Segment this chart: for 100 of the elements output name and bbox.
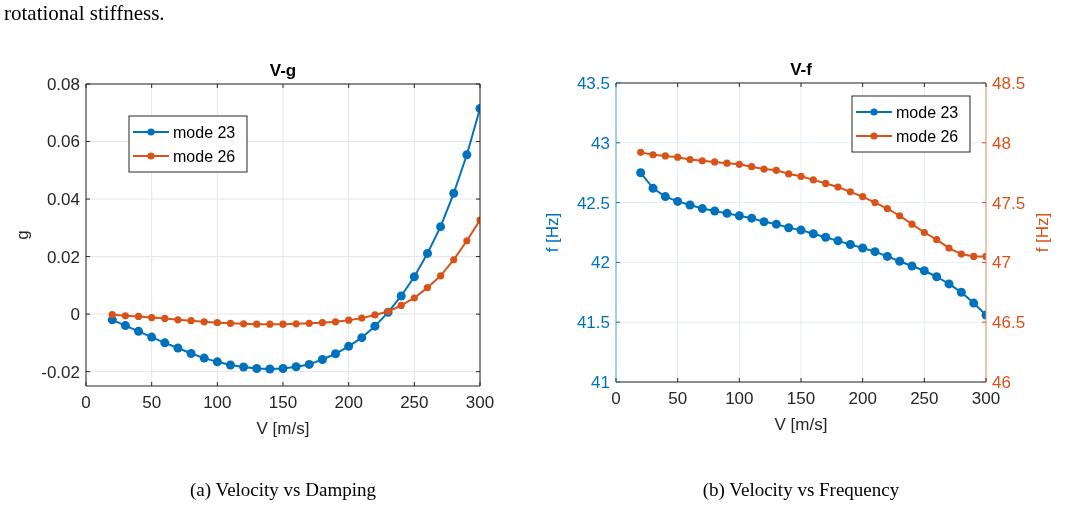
y-tick-label: 0.04 [46, 190, 80, 209]
legend-label: mode 23 [173, 123, 236, 141]
point [409, 272, 419, 282]
point [187, 317, 195, 325]
point [212, 357, 222, 367]
point [748, 163, 756, 171]
point [907, 261, 917, 271]
point [318, 319, 326, 327]
x-tick-label: 250 [400, 393, 429, 412]
y-tick-label: 42.5 [576, 193, 610, 213]
point [449, 188, 459, 198]
x-axis-title: V [m/s] [774, 415, 828, 434]
point [331, 318, 340, 326]
point [933, 236, 941, 244]
point [317, 355, 327, 365]
point [331, 349, 341, 359]
point [970, 252, 978, 261]
point [932, 272, 942, 282]
point [148, 313, 156, 322]
point [870, 247, 880, 257]
point [649, 151, 657, 159]
point [463, 237, 471, 245]
point [822, 179, 830, 188]
y-tick-label: 41 [591, 372, 610, 392]
point [956, 287, 966, 297]
point [422, 248, 432, 258]
point [821, 232, 831, 242]
point [648, 183, 658, 193]
point [225, 360, 235, 370]
point [846, 188, 854, 196]
point [882, 251, 892, 261]
point [871, 199, 879, 207]
point [710, 206, 720, 216]
point [734, 211, 744, 221]
point [722, 208, 732, 218]
text: (b) Velocity vs Frequency [702, 479, 900, 501]
point [685, 200, 695, 210]
point [358, 314, 366, 322]
y2-tick-label: 46.5 [992, 313, 1026, 333]
point [437, 272, 445, 280]
point [213, 319, 221, 327]
y-tick-label: 42 [591, 253, 610, 273]
point [265, 364, 275, 374]
point [174, 316, 182, 324]
point [173, 343, 183, 353]
point [858, 243, 868, 253]
y2-tick-label: 47.5 [992, 193, 1026, 213]
point [186, 349, 196, 358]
point [957, 250, 965, 258]
text: rotational stiffness. [4, 1, 165, 25]
point [674, 153, 682, 161]
point [344, 341, 354, 351]
point [278, 363, 288, 373]
x-tick-label: 200 [848, 389, 877, 408]
legend-label: mode 26 [896, 127, 959, 145]
point [969, 298, 979, 308]
point [357, 333, 367, 343]
point [252, 363, 262, 373]
point [108, 311, 116, 319]
y-axis-title: g [13, 230, 32, 240]
y-axis-title: f [Hz] [543, 212, 562, 253]
point [845, 239, 855, 249]
point [636, 168, 646, 178]
point [908, 220, 916, 228]
x-axis-title: V [m/s] [256, 419, 310, 438]
x-tick-label: 150 [786, 389, 816, 408]
point [199, 353, 209, 363]
y2-tick-label: 48 [992, 133, 1011, 153]
y2-axis-title: f [Hz] [1033, 212, 1052, 253]
point [747, 213, 757, 223]
point [661, 152, 669, 160]
x-tick-label: 300 [465, 393, 495, 412]
point [279, 320, 287, 328]
point [896, 212, 904, 220]
y2-tick-label: 46 [992, 372, 1011, 392]
x-tick-label: 150 [268, 393, 298, 412]
point [120, 321, 130, 331]
point [784, 223, 794, 233]
point [660, 192, 670, 202]
point [797, 172, 805, 180]
point [134, 326, 144, 336]
point [711, 158, 719, 166]
point [240, 320, 248, 328]
point [436, 222, 446, 232]
y-tick-label: 0.08 [46, 74, 80, 94]
point [673, 196, 683, 206]
y-tick-label: 0 [70, 305, 80, 325]
legend-label: mode 23 [896, 103, 959, 121]
point [735, 160, 743, 168]
y-tick-label: 0.06 [46, 132, 80, 152]
point [919, 266, 929, 276]
point [161, 314, 169, 323]
point [772, 166, 780, 174]
point [134, 312, 143, 320]
point [920, 228, 928, 237]
x-tick-label: 50 [668, 389, 688, 408]
point [686, 155, 694, 164]
point [370, 321, 380, 331]
point [883, 204, 891, 213]
point [759, 217, 769, 227]
